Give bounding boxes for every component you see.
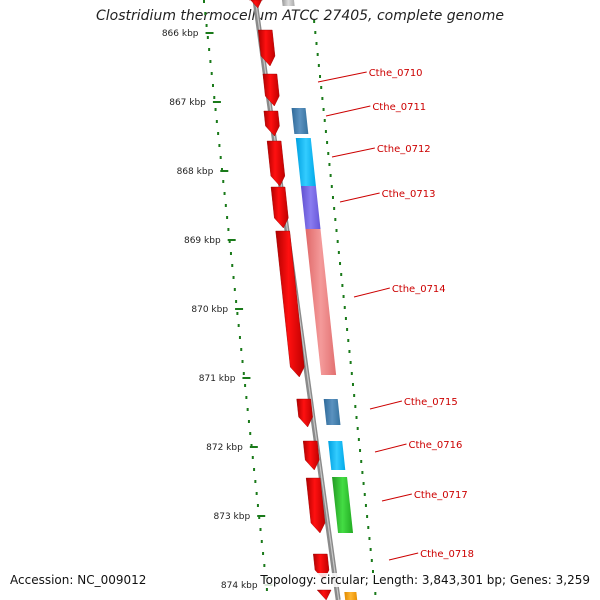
cds-arrow: [262, 73, 280, 107]
cog-bar-purple: [300, 186, 321, 229]
scale-ticks: 866 kbp 867 kbp 868 kbp 869 kbp 870 kbp 871 k…: [162, 0, 377, 595]
kbp-tick: [235, 308, 244, 310]
kbp-tick: [220, 170, 229, 172]
gene-label-leader: [353, 287, 390, 298]
gene-label-leader: [369, 400, 403, 410]
kbp-tick-label: 867 kbp: [169, 98, 206, 108]
kbp-tick: [242, 377, 251, 379]
gene-label: Cthe_0714: [392, 284, 446, 295]
cds-arrow: [296, 398, 313, 428]
cog-bar-cyan: [295, 138, 316, 186]
gene-label: Cthe_0716: [409, 440, 463, 451]
cds-arrow: [248, 0, 264, 9]
gene-label-leader: [317, 71, 367, 83]
gene-label-leader: [339, 192, 380, 203]
gene-label: Cthe_0718: [420, 549, 474, 560]
kbp-tick-label: 866 kbp: [162, 29, 199, 39]
kbp-tick: [257, 515, 266, 517]
gene-label: Cthe_0712: [377, 144, 431, 155]
gene-label: Cthe_0713: [382, 189, 436, 200]
kbp-tick-label: 874 kbp: [221, 581, 258, 591]
kbp-tick-label: 870 kbp: [191, 305, 228, 315]
cds-arrow: [270, 186, 289, 229]
gene-label: Cthe_0710: [369, 68, 423, 79]
cog-bar-orange: [344, 592, 358, 600]
kbp-tick-label: 868 kbp: [177, 167, 214, 177]
gene-label: Cthe_0717: [414, 490, 468, 501]
kbp-tick-label: 873 kbp: [214, 512, 251, 522]
gene-tracks: [248, 0, 358, 600]
gene-label-leader: [381, 493, 412, 502]
accession-label: Accession: NC_009012: [10, 573, 147, 587]
cds-arrow: [316, 589, 332, 600]
cog-bar-pink: [305, 229, 337, 375]
kbp-tick: [212, 101, 221, 103]
gene-label-leader: [325, 105, 371, 117]
kbp-tick-label: 869 kbp: [184, 236, 221, 246]
topology-label: Topology: circular; Length: 3,843,301 bp…: [258, 573, 590, 587]
cog-bar-cyan: [328, 441, 346, 470]
cog-bar-blue: [291, 108, 309, 134]
gene-label: Cthe_0715: [404, 397, 458, 408]
kbp-tick-label: 872 kbp: [206, 443, 243, 453]
cds-arrow: [302, 440, 320, 471]
gene-labels: Cthe_0710 Cthe_0711 Cthe_0712 Cthe_0713 Cthe…: [317, 68, 474, 561]
cds-arrow: [266, 140, 286, 187]
cds-arrow: [275, 230, 305, 378]
cog-bar-green: [332, 477, 354, 533]
cds-arrow: [263, 110, 280, 137]
kbp-tick-label: 871 kbp: [199, 374, 236, 384]
kbp-tick: [227, 239, 236, 241]
cds-arrow: [257, 29, 276, 67]
gene-label-leader: [374, 443, 407, 453]
gene-label-leader: [388, 552, 419, 561]
map-title: Clostridium thermocellum ATCC 27405, com…: [96, 8, 504, 24]
kbp-tick: [205, 32, 214, 34]
cog-bar: [282, 0, 295, 6]
gene-label: Cthe_0711: [372, 102, 426, 113]
cds-arrow: [305, 477, 326, 534]
gene-label-leader: [331, 147, 375, 158]
cog-bar-blue: [323, 399, 341, 425]
kbp-tick: [249, 446, 258, 448]
